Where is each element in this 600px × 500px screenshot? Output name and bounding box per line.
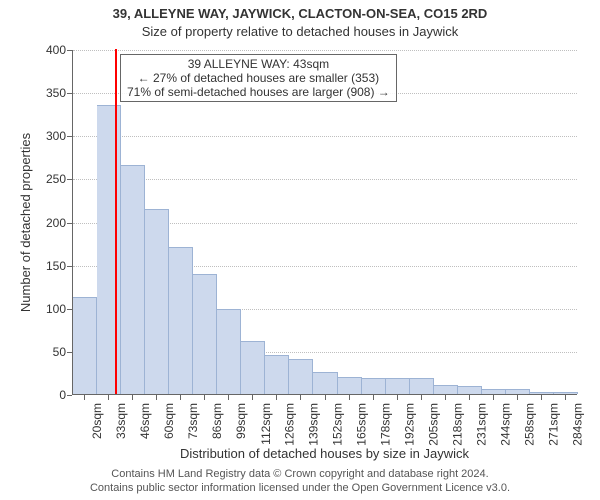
- xtick-mark: [228, 395, 229, 400]
- xtick-label: 284sqm: [571, 403, 585, 446]
- xtick-label: 46sqm: [138, 403, 152, 439]
- ytick-label: 50: [32, 345, 66, 359]
- histogram-bar: [458, 386, 482, 394]
- histogram-bar: [97, 105, 121, 394]
- xtick-mark: [204, 395, 205, 400]
- ytick-mark: [67, 50, 72, 51]
- histogram-bar: [410, 378, 434, 394]
- xtick-mark: [565, 395, 566, 400]
- xtick-mark: [252, 395, 253, 400]
- xtick-label: 73sqm: [186, 403, 200, 439]
- histogram-bar: [313, 372, 337, 394]
- xtick-label: 33sqm: [114, 403, 128, 439]
- ytick-label: 0: [32, 388, 66, 402]
- xtick-mark: [276, 395, 277, 400]
- histogram-bar: [289, 359, 313, 394]
- ytick-mark: [67, 309, 72, 310]
- xtick-label: 20sqm: [90, 403, 104, 439]
- histogram-bar: [121, 165, 145, 394]
- histogram-bar: [530, 392, 554, 394]
- xtick-mark: [84, 395, 85, 400]
- xtick-label: 139sqm: [306, 403, 320, 446]
- histogram-bar: [386, 378, 410, 394]
- ytick-mark: [67, 395, 72, 396]
- ytick-label: 400: [32, 43, 66, 57]
- histogram-bar: [169, 247, 193, 394]
- xtick-label: 126sqm: [282, 403, 296, 446]
- xtick-label: 231sqm: [475, 403, 489, 446]
- xtick-mark: [108, 395, 109, 400]
- histogram-bar: [145, 209, 169, 394]
- ytick-label: 250: [32, 172, 66, 186]
- info-box: 39 ALLEYNE WAY: 43sqm← 27% of detached h…: [120, 54, 397, 102]
- xtick-label: 178sqm: [379, 403, 393, 446]
- footer-line-2: Contains public sector information licen…: [0, 482, 600, 494]
- xtick-mark: [541, 395, 542, 400]
- histogram-bar: [554, 392, 578, 394]
- gridline: [73, 50, 577, 51]
- ytick-mark: [67, 352, 72, 353]
- ytick-label: 350: [32, 86, 66, 100]
- xtick-label: 99sqm: [234, 403, 248, 439]
- highlight-marker: [115, 49, 117, 394]
- page-title: 39, ALLEYNE WAY, JAYWICK, CLACTON-ON-SEA…: [0, 6, 600, 21]
- xtick-label: 60sqm: [162, 403, 176, 439]
- xtick-mark: [493, 395, 494, 400]
- ytick-label: 300: [32, 129, 66, 143]
- gridline: [73, 136, 577, 137]
- ytick-mark: [67, 179, 72, 180]
- xtick-label: 244sqm: [499, 403, 513, 446]
- xtick-mark: [397, 395, 398, 400]
- ytick-label: 150: [32, 259, 66, 273]
- xtick-label: 192sqm: [403, 403, 417, 446]
- ytick-mark: [67, 266, 72, 267]
- histogram-bar: [434, 385, 458, 394]
- xtick-label: 258sqm: [523, 403, 537, 446]
- info-box-line: 39 ALLEYNE WAY: 43sqm: [127, 57, 390, 71]
- xtick-mark: [517, 395, 518, 400]
- page-subtitle: Size of property relative to detached ho…: [0, 24, 600, 39]
- info-box-line: ← 27% of detached houses are smaller (35…: [127, 71, 390, 85]
- info-box-line: 71% of semi-detached houses are larger (…: [127, 85, 390, 99]
- xtick-mark: [180, 395, 181, 400]
- xtick-mark: [132, 395, 133, 400]
- xtick-mark: [300, 395, 301, 400]
- ytick-mark: [67, 93, 72, 94]
- xtick-mark: [421, 395, 422, 400]
- gridline: [73, 179, 577, 180]
- ytick-mark: [67, 223, 72, 224]
- y-axis-label: Number of detached properties: [18, 50, 33, 395]
- footer-line-1: Contains HM Land Registry data © Crown c…: [0, 468, 600, 480]
- xtick-mark: [325, 395, 326, 400]
- xtick-label: 112sqm: [258, 403, 272, 445]
- xtick-mark: [445, 395, 446, 400]
- xtick-mark: [156, 395, 157, 400]
- ytick-label: 200: [32, 216, 66, 230]
- xtick-mark: [469, 395, 470, 400]
- xtick-label: 86sqm: [210, 403, 224, 439]
- xtick-mark: [349, 395, 350, 400]
- ytick-mark: [67, 136, 72, 137]
- histogram-bar: [73, 297, 97, 394]
- histogram-bar: [338, 377, 362, 394]
- xtick-mark: [373, 395, 374, 400]
- xtick-label: 205sqm: [427, 403, 441, 446]
- x-axis-label: Distribution of detached houses by size …: [72, 446, 577, 461]
- histogram-bar: [193, 274, 217, 394]
- histogram-bar: [362, 378, 386, 394]
- xtick-label: 218sqm: [451, 403, 465, 446]
- histogram-bar: [241, 341, 265, 394]
- histogram-bar: [217, 309, 241, 394]
- xtick-label: 152sqm: [331, 403, 345, 446]
- xtick-label: 165sqm: [355, 403, 369, 446]
- xtick-label: 271sqm: [547, 403, 561, 446]
- histogram-bar: [506, 389, 530, 394]
- histogram-bar: [482, 389, 506, 394]
- histogram-bar: [265, 355, 289, 394]
- ytick-label: 100: [32, 302, 66, 316]
